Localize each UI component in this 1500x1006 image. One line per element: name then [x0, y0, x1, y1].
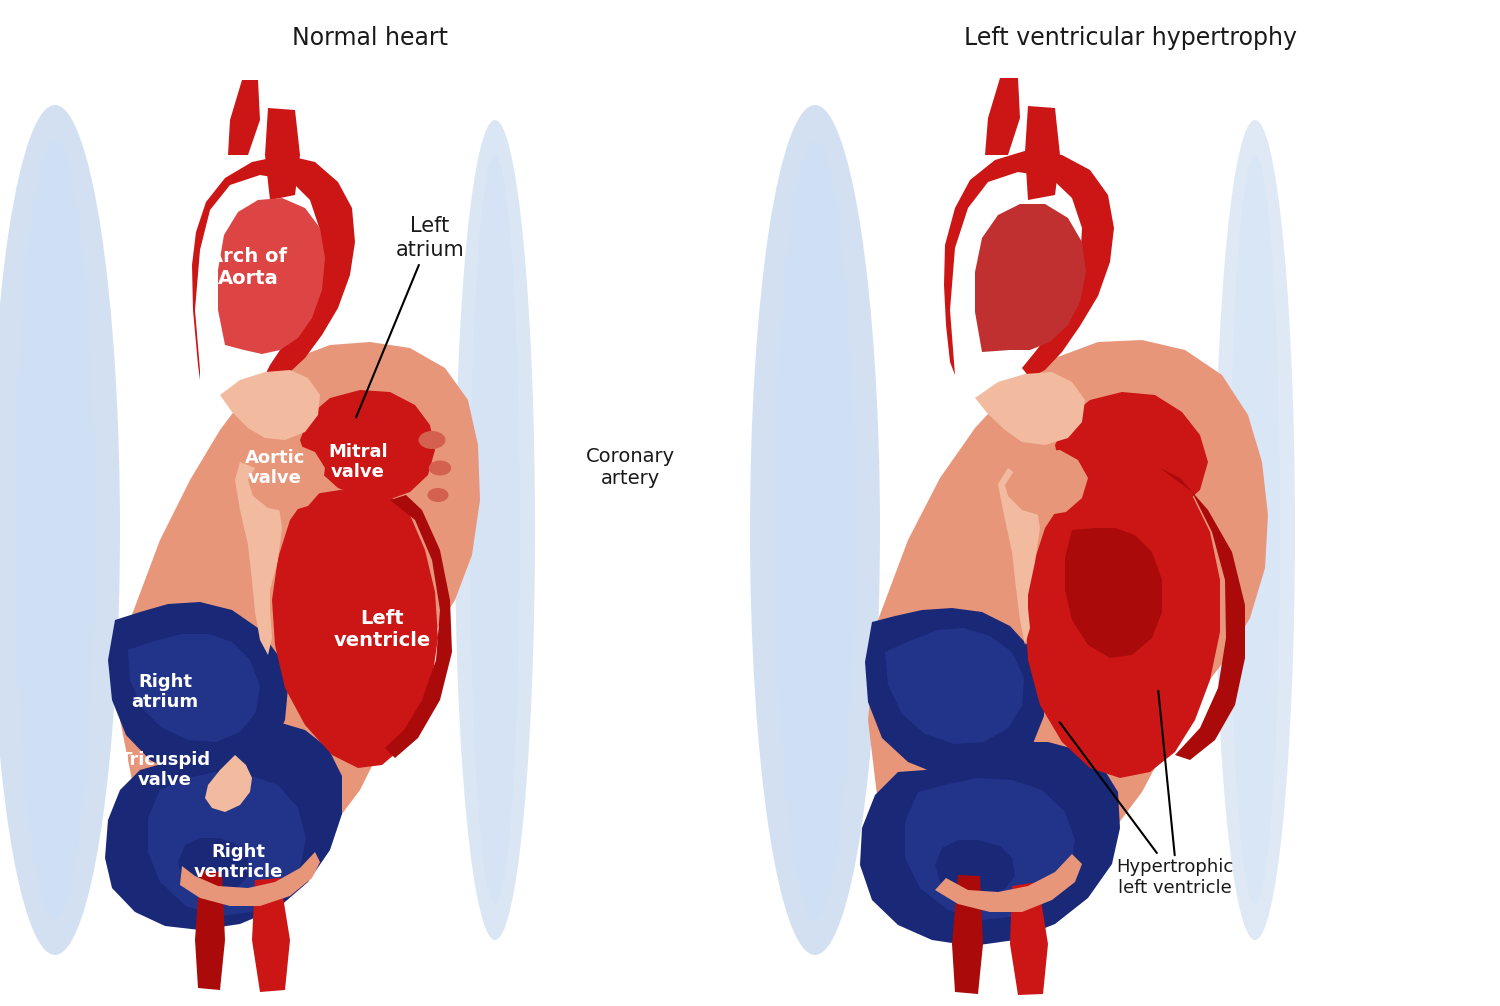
Polygon shape: [195, 870, 225, 990]
Polygon shape: [1065, 528, 1162, 658]
Polygon shape: [885, 628, 1024, 744]
Ellipse shape: [427, 488, 448, 502]
Polygon shape: [108, 602, 288, 778]
Ellipse shape: [419, 431, 446, 449]
Polygon shape: [1010, 882, 1048, 995]
Polygon shape: [998, 468, 1039, 645]
Text: Normal heart: Normal heart: [292, 26, 448, 50]
Polygon shape: [944, 150, 1114, 378]
Text: Mitral
valve: Mitral valve: [328, 443, 388, 482]
Polygon shape: [952, 875, 982, 994]
Polygon shape: [1024, 106, 1060, 200]
Polygon shape: [934, 854, 1082, 912]
Text: Aortic
valve: Aortic valve: [244, 449, 304, 487]
Text: Left
ventricle: Left ventricle: [333, 610, 430, 651]
Ellipse shape: [454, 120, 536, 940]
Text: Left ventricular hypertrophy: Left ventricular hypertrophy: [963, 26, 1296, 50]
Text: Tricuspid
valve: Tricuspid valve: [120, 750, 210, 790]
Polygon shape: [975, 204, 1086, 352]
Ellipse shape: [429, 461, 451, 476]
Polygon shape: [934, 840, 1016, 898]
Polygon shape: [220, 370, 320, 440]
Polygon shape: [206, 754, 252, 812]
Polygon shape: [904, 778, 1076, 920]
Polygon shape: [865, 608, 1046, 778]
Text: Right
atrium: Right atrium: [132, 673, 198, 711]
Ellipse shape: [1215, 120, 1294, 940]
Polygon shape: [1054, 392, 1208, 516]
Polygon shape: [178, 838, 248, 895]
Polygon shape: [105, 722, 342, 930]
Ellipse shape: [15, 140, 94, 920]
Text: Hypertrophic
left ventricle: Hypertrophic left ventricle: [1059, 722, 1233, 896]
Polygon shape: [248, 445, 326, 512]
Text: Right
ventricle: Right ventricle: [194, 843, 282, 881]
Ellipse shape: [470, 155, 520, 905]
Polygon shape: [128, 634, 260, 742]
Polygon shape: [859, 742, 1120, 946]
Polygon shape: [266, 108, 300, 200]
Polygon shape: [228, 80, 260, 155]
Polygon shape: [252, 878, 290, 992]
Polygon shape: [986, 78, 1020, 155]
Polygon shape: [192, 155, 356, 380]
Ellipse shape: [776, 140, 855, 920]
Text: Left
atrium: Left atrium: [356, 216, 465, 417]
Polygon shape: [386, 495, 452, 758]
Polygon shape: [236, 462, 282, 655]
Polygon shape: [272, 490, 438, 768]
Polygon shape: [217, 198, 326, 354]
Ellipse shape: [750, 105, 880, 955]
Polygon shape: [148, 772, 306, 916]
Polygon shape: [120, 342, 480, 892]
Text: Coronary
artery: Coronary artery: [585, 448, 675, 489]
Polygon shape: [868, 340, 1268, 896]
Text: Arch of
Aorta: Arch of Aorta: [209, 247, 288, 289]
Polygon shape: [180, 852, 320, 906]
Ellipse shape: [0, 105, 120, 955]
Polygon shape: [300, 390, 435, 500]
Polygon shape: [1024, 458, 1219, 778]
Ellipse shape: [1230, 155, 1280, 905]
Polygon shape: [975, 372, 1084, 445]
Polygon shape: [1160, 468, 1245, 760]
Polygon shape: [1005, 450, 1088, 516]
